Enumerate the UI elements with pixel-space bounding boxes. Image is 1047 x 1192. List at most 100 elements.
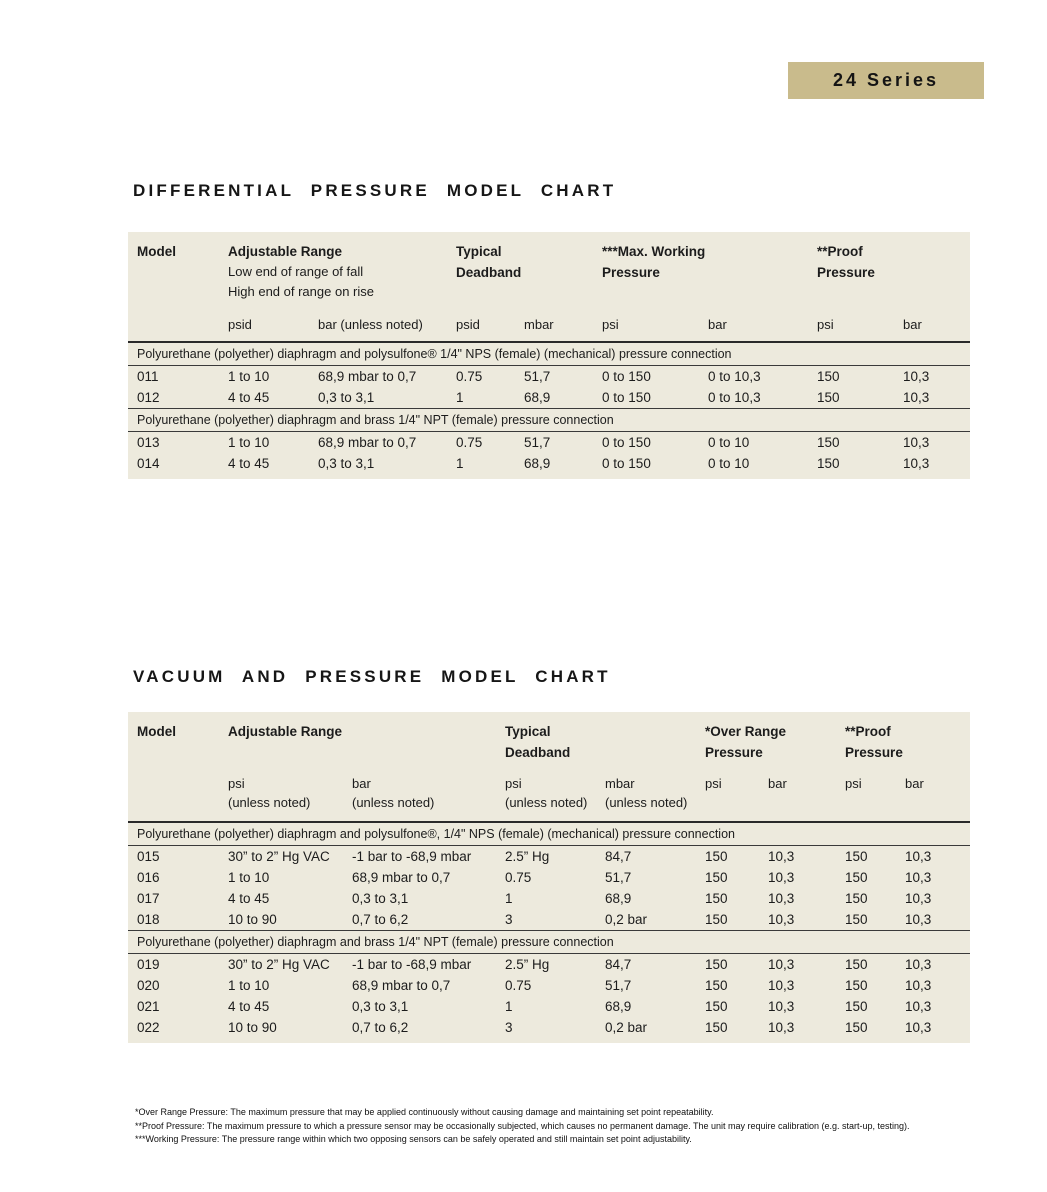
- cell: 68,9 mbar to 0,7: [352, 870, 451, 885]
- table2-header-row: Model Adjustable Range Typical Deadband …: [128, 712, 970, 768]
- cell: 1 to 10: [228, 978, 270, 993]
- cell: 1: [505, 891, 513, 906]
- cell: 0,3 to 3,1: [318, 456, 375, 471]
- cell: 150: [705, 891, 728, 906]
- proof-line2: Pressure: [845, 745, 903, 760]
- cell: 10,3: [905, 891, 932, 906]
- cell: 150: [845, 912, 868, 927]
- differential-pressure-table: Model Adjustable Range Low end of range …: [128, 232, 971, 479]
- cell: 0,7 to 6,2: [352, 1020, 409, 1035]
- cell: 150: [845, 1020, 868, 1035]
- cell-model: 020: [137, 978, 160, 993]
- unit-bar: bar: [903, 317, 922, 332]
- unit-line1: psi: [705, 776, 722, 791]
- model-label: Model: [137, 244, 176, 259]
- table-row: 014 4 to 45 0,3 to 3,1 1 68,9 0 to 150 0…: [128, 453, 970, 479]
- cell: 10,3: [768, 912, 795, 927]
- footnote-over-range: *Over Range Pressure: The maximum pressu…: [135, 1107, 714, 1117]
- cell: 10,3: [768, 870, 795, 885]
- cell: 68,9: [524, 390, 551, 405]
- cell: 150: [845, 870, 868, 885]
- table1-units-row: psid bar (unless noted) psid mbar psi ba…: [128, 302, 970, 342]
- footnotes: *Over Range Pressure: The maximum pressu…: [135, 1106, 935, 1147]
- footnote-proof: **Proof Pressure: The maximum pressure t…: [135, 1120, 910, 1131]
- cell: 0,2 bar: [605, 1020, 648, 1035]
- cell: 4 to 45: [228, 999, 270, 1014]
- cell: 10,3: [768, 1020, 795, 1035]
- unit-line2: [705, 792, 768, 814]
- cell: 10 to 90: [228, 1020, 277, 1035]
- col-header-adjustable-range: Adjustable Range Low end of range of fal…: [228, 232, 456, 302]
- cell: 10,3: [905, 978, 932, 993]
- unit-psi: psi: [845, 768, 905, 822]
- cell: 10 to 90: [228, 912, 277, 927]
- cell: 10,3: [903, 435, 930, 450]
- table-row: 018 10 to 90 0,7 to 6,2 3 0,2 bar 150 10…: [128, 909, 970, 931]
- cell-model: 011: [137, 369, 159, 384]
- unit-line2: (unless noted): [228, 795, 311, 810]
- adjustable-range-sub1: Low end of range of fall: [228, 264, 364, 279]
- table-row: 021 4 to 45 0,3 to 3,1 1 68,9 150 10,3 1…: [128, 996, 970, 1017]
- cell: 30” to 2” Hg VAC: [228, 849, 330, 864]
- cell: 2.5” Hg: [505, 849, 550, 864]
- unit-bar-unless-noted: bar (unless noted): [318, 317, 423, 332]
- cell-model: 018: [137, 912, 160, 927]
- cell: 1 to 10: [228, 870, 270, 885]
- unit-mbar: mbar: [524, 317, 554, 332]
- unit-mbar-unless-noted: mbar (unless noted): [605, 768, 705, 822]
- cell: 10,3: [768, 957, 795, 972]
- unit-psi: psi: [705, 768, 768, 822]
- proof-line1: **Proof: [845, 724, 891, 739]
- proof-line2: Pressure: [817, 265, 875, 280]
- unit-line2: (unless noted): [505, 795, 588, 810]
- overrange-line1: *Over Range: [705, 724, 787, 739]
- cell: 10,3: [905, 870, 932, 885]
- section-header-row: Polyurethane (polyether) diaphragm and p…: [128, 821, 971, 846]
- cell: 68,9: [605, 999, 632, 1014]
- vacuum-chart-title: VACUUM AND PRESSURE MODEL CHART: [133, 667, 611, 686]
- cell: 84,7: [605, 957, 632, 972]
- cell: 150: [817, 435, 840, 450]
- cell: 10,3: [768, 978, 795, 993]
- cell: 150: [845, 891, 868, 906]
- unit-line1: bar: [352, 776, 371, 791]
- cell: 10,3: [768, 891, 795, 906]
- col-header-over-range-pressure: *Over Range Pressure: [705, 712, 845, 768]
- unit-line1: psi: [845, 776, 862, 791]
- cell: 68,9 mbar to 0,7: [318, 369, 417, 384]
- table-row: 020 1 to 10 68,9 mbar to 0,7 0.75 51,7 1…: [128, 975, 970, 996]
- section-label-brass: Polyurethane (polyether) diaphragm and b…: [128, 408, 971, 432]
- cell: 0,3 to 3,1: [352, 891, 409, 906]
- cell: 10,3: [905, 912, 932, 927]
- overrange-line2: Pressure: [705, 745, 763, 760]
- cell: 150: [705, 870, 728, 885]
- cell: 0,7 to 6,2: [352, 912, 409, 927]
- section-header-row: Polyurethane (polyether) diaphragm and b…: [128, 930, 971, 954]
- cell: 51,7: [524, 435, 551, 450]
- unit-line2: (unless noted): [352, 795, 435, 810]
- cell-model: 014: [137, 456, 160, 471]
- cell: 10,3: [903, 369, 930, 384]
- cell: 150: [705, 957, 728, 972]
- cell: 10,3: [903, 390, 930, 405]
- section-header-row: Polyurethane (polyether) diaphragm and b…: [128, 408, 971, 432]
- unit-line1: mbar: [605, 776, 635, 791]
- cell: 150: [845, 999, 868, 1014]
- cell-model: 012: [137, 390, 160, 405]
- working-line1: ***Max. Working: [602, 244, 706, 259]
- col-header-model: Model: [128, 232, 228, 302]
- cell: 150: [705, 1020, 728, 1035]
- cell: 10,3: [905, 999, 932, 1014]
- adjustable-range-title: Adjustable Range: [228, 724, 343, 739]
- unit-line2: [768, 792, 845, 814]
- unit-line2: [845, 792, 905, 814]
- cell-model: 017: [137, 891, 160, 906]
- cell: 0,3 to 3,1: [352, 999, 409, 1014]
- cell: 0 to 10: [708, 435, 750, 450]
- proof-line1: **Proof: [817, 244, 863, 259]
- col-header-adjustable-range: Adjustable Range: [228, 712, 505, 768]
- col-header-typical-deadband: Typical Deadband: [505, 712, 705, 768]
- cell-model: 022: [137, 1020, 160, 1035]
- unit-line1: bar: [768, 776, 787, 791]
- cell: 150: [817, 369, 840, 384]
